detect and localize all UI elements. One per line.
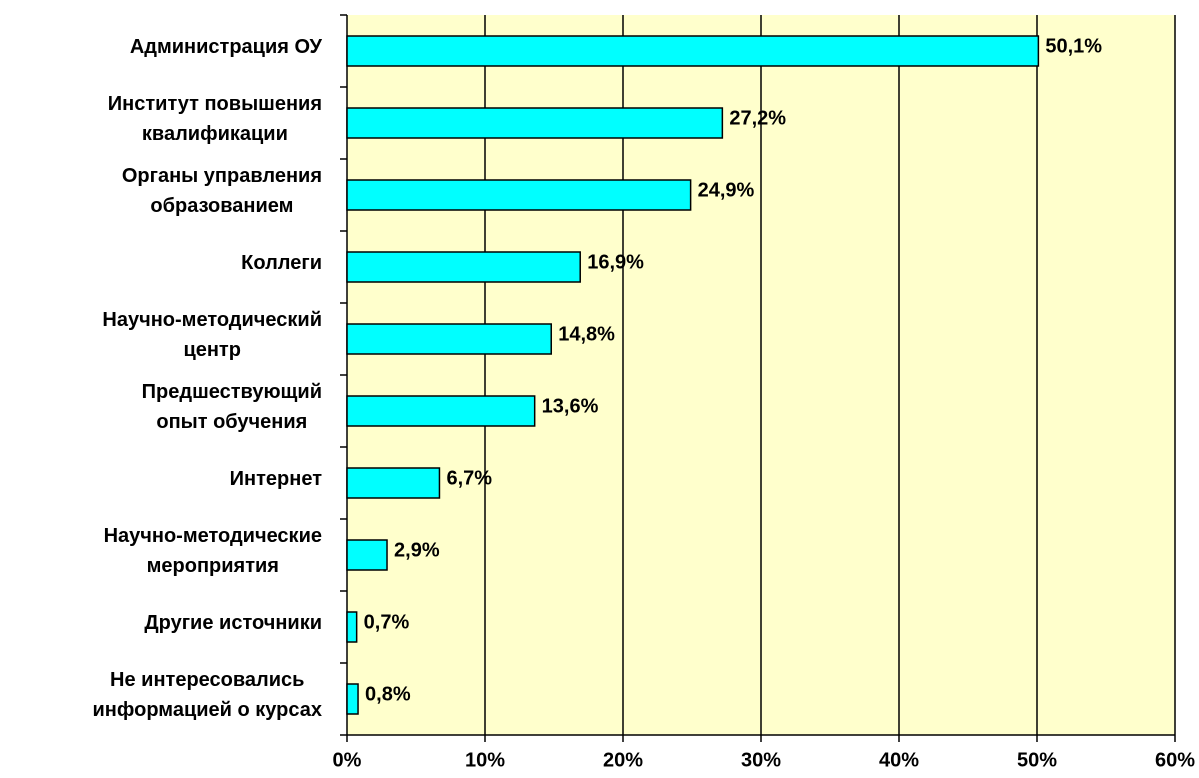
y-tick-label: Предшествующий опыт обучения <box>141 381 322 433</box>
data-label: 24,9% <box>698 179 755 201</box>
bar <box>346 35 1040 67</box>
data-label: 27,2% <box>729 107 786 129</box>
x-tick-label: 0% <box>333 749 362 771</box>
data-label: 0,7% <box>364 611 410 633</box>
x-tick-label: 50% <box>1017 749 1057 771</box>
x-tick-label: 40% <box>879 749 919 771</box>
data-label: 13,6% <box>542 395 599 417</box>
y-tick-label: Институт повышения квалификации <box>107 93 322 145</box>
y-tick-label: Другие источники <box>144 612 322 634</box>
bar <box>346 107 724 139</box>
data-label: 16,9% <box>587 251 644 273</box>
x-tick-label: 10% <box>465 749 505 771</box>
y-tick-label: Органы управления образованием <box>121 165 322 217</box>
y-tick-label: Не интересовались информацией о курсах <box>92 669 322 721</box>
data-label: 50,1% <box>1045 35 1102 57</box>
x-tick-label: 60% <box>1155 749 1195 771</box>
y-tick-label: Интернет <box>229 468 322 490</box>
bar <box>346 611 358 643</box>
bar <box>346 539 388 571</box>
y-tick-label: Научно-методический центр <box>102 309 322 361</box>
data-label: 0,8% <box>365 683 411 705</box>
y-tick-label: Научно-методические мероприятия <box>103 525 322 577</box>
x-tick-label: 20% <box>603 749 643 771</box>
bar <box>346 179 692 211</box>
bar <box>346 251 581 283</box>
data-label: 14,8% <box>558 323 615 345</box>
bar <box>346 323 552 355</box>
data-label: 6,7% <box>446 467 492 489</box>
bar <box>346 395 536 427</box>
data-label: 2,9% <box>394 539 440 561</box>
y-tick-label: Администрация ОУ <box>129 36 322 58</box>
bar <box>346 683 359 715</box>
bar <box>346 467 441 499</box>
x-tick-label: 30% <box>741 749 781 771</box>
y-tick-label: Коллеги <box>241 252 322 274</box>
